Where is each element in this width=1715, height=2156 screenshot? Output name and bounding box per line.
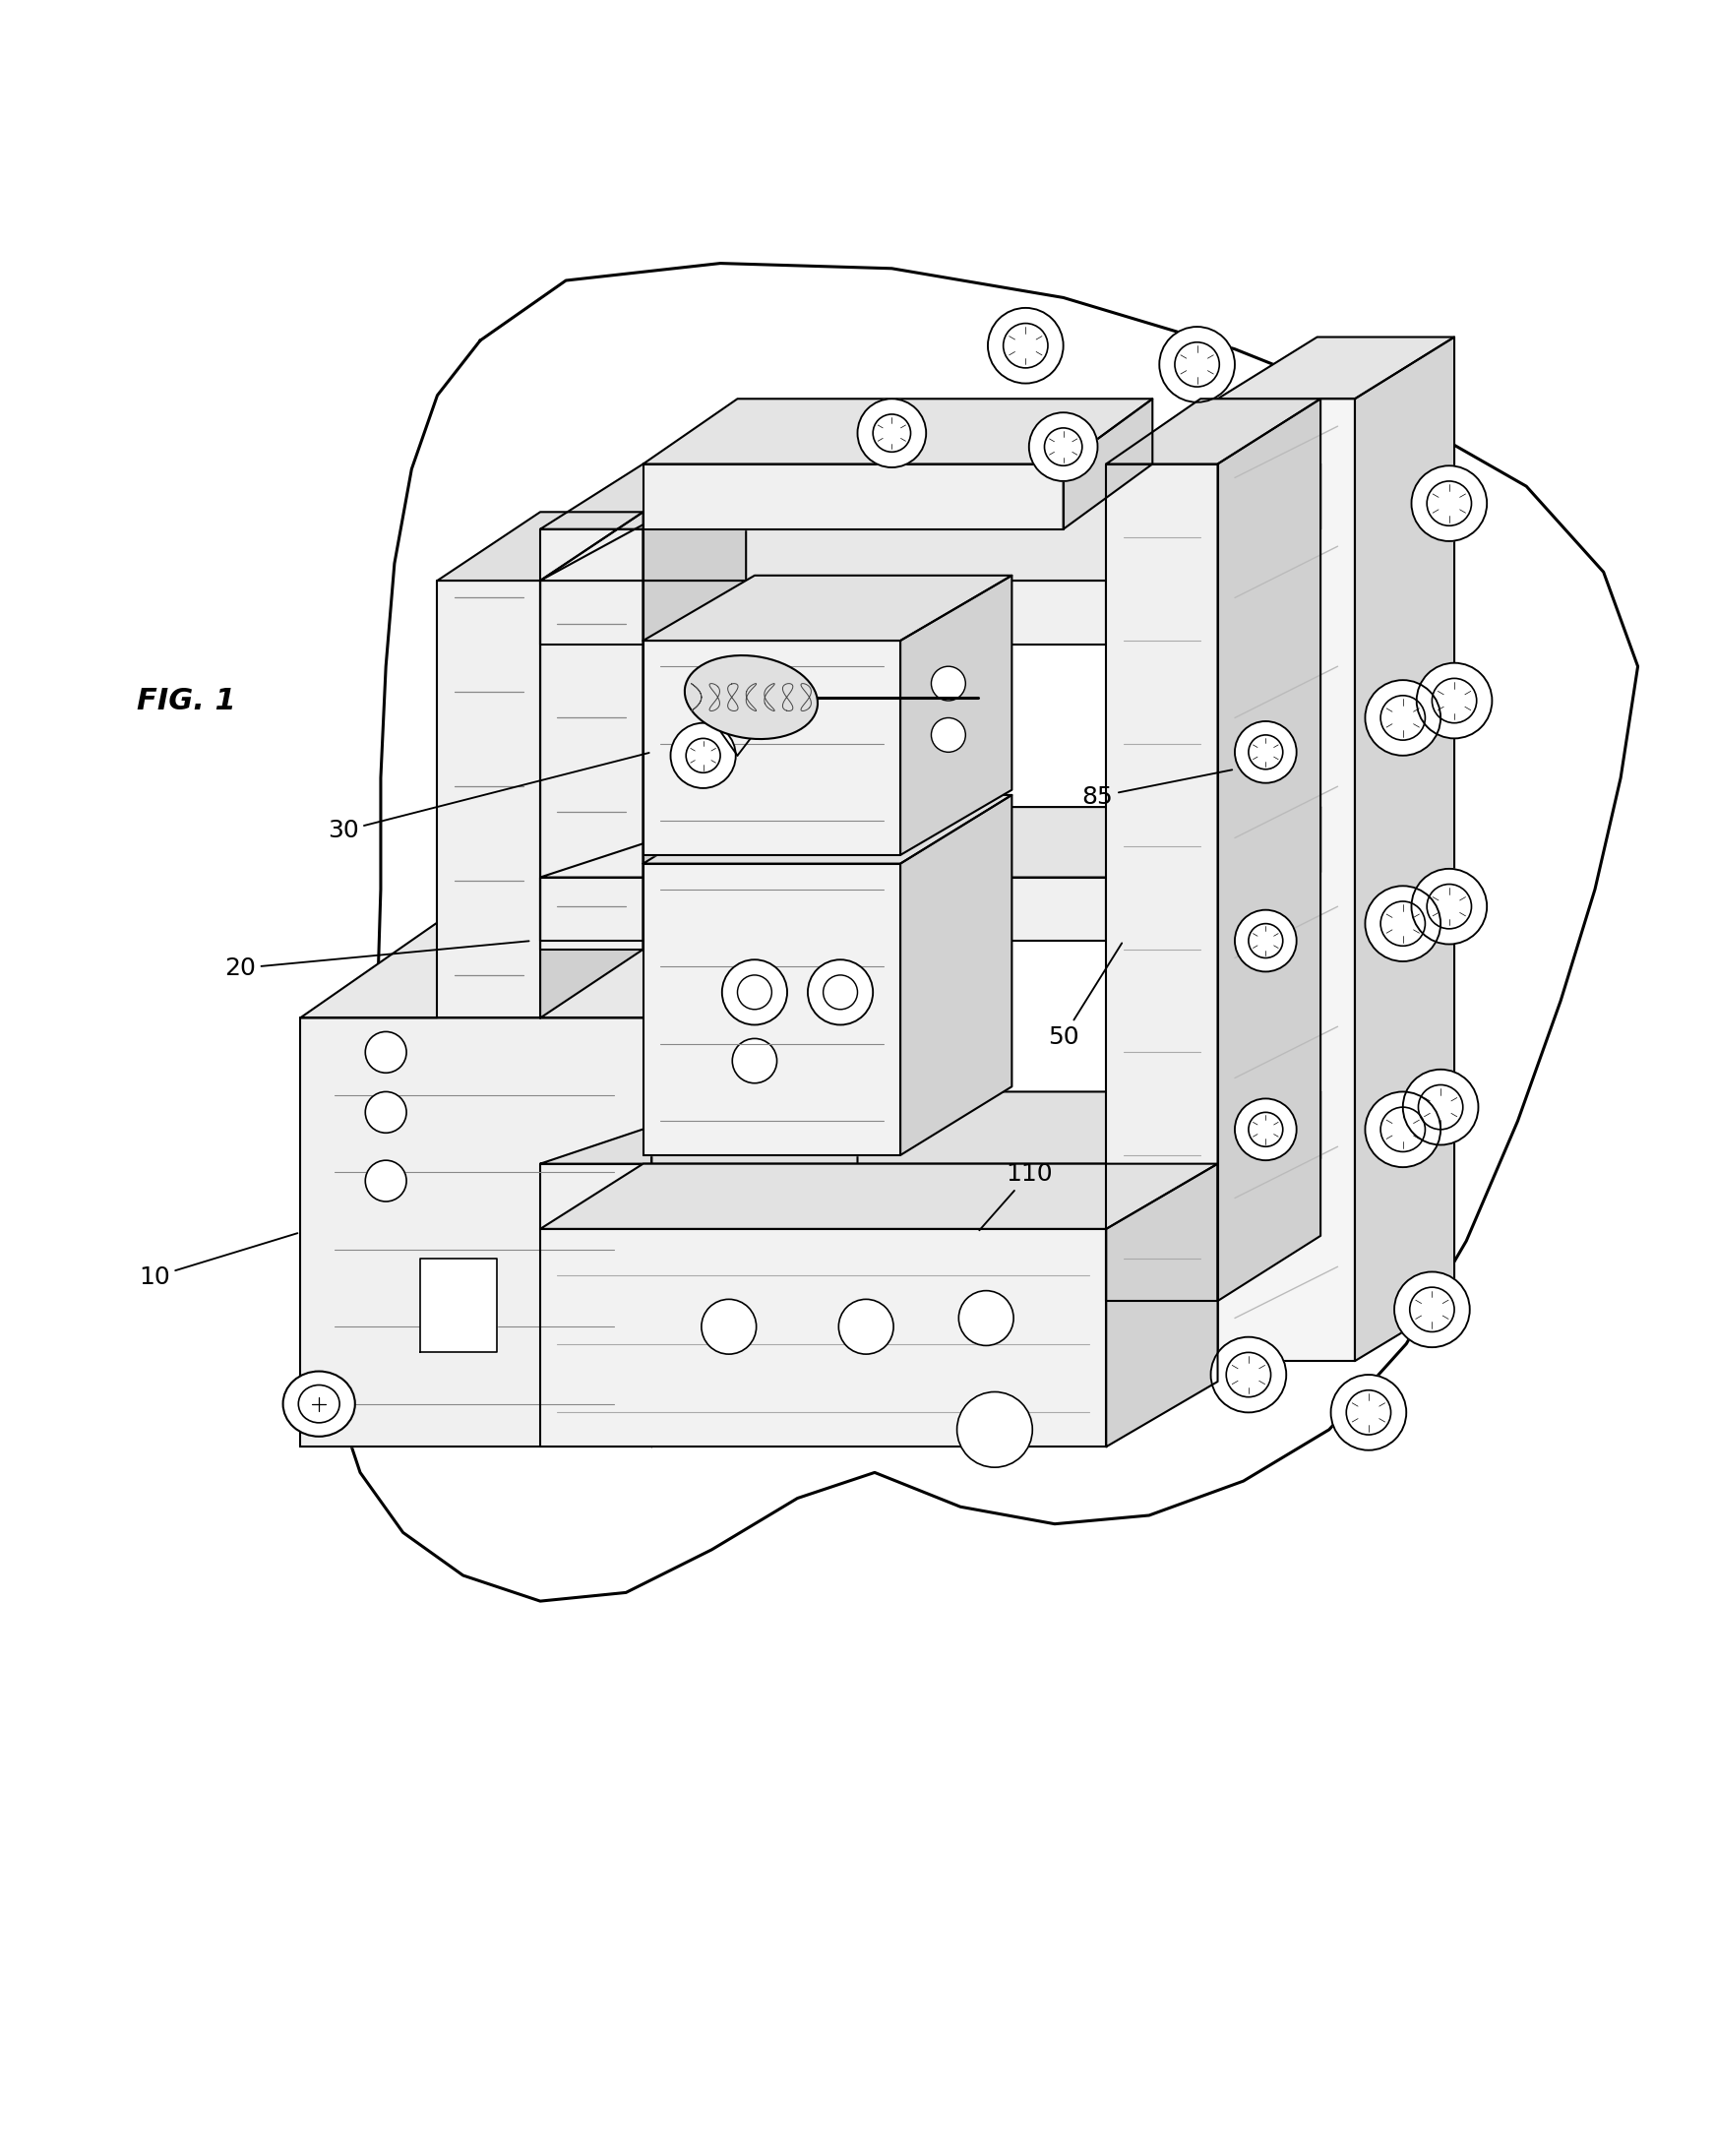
Circle shape xyxy=(1418,1084,1463,1130)
Circle shape xyxy=(1427,481,1471,526)
Circle shape xyxy=(1235,910,1297,972)
Circle shape xyxy=(1226,1352,1271,1397)
Polygon shape xyxy=(300,882,858,1018)
Circle shape xyxy=(1235,722,1297,783)
Polygon shape xyxy=(540,806,1321,877)
Circle shape xyxy=(1044,427,1082,466)
Circle shape xyxy=(722,959,787,1024)
Polygon shape xyxy=(643,464,1063,528)
Polygon shape xyxy=(643,640,900,856)
Circle shape xyxy=(1249,735,1283,770)
Circle shape xyxy=(858,399,926,468)
Circle shape xyxy=(1003,323,1048,369)
Polygon shape xyxy=(643,464,746,949)
Polygon shape xyxy=(540,1229,1106,1447)
Polygon shape xyxy=(540,877,1106,940)
Circle shape xyxy=(1365,1091,1441,1166)
Text: 30: 30 xyxy=(328,752,648,843)
Polygon shape xyxy=(643,399,1152,464)
Polygon shape xyxy=(643,576,1012,640)
Polygon shape xyxy=(540,464,1321,580)
Circle shape xyxy=(1365,679,1441,755)
Polygon shape xyxy=(1063,399,1152,528)
Polygon shape xyxy=(1106,464,1321,645)
Circle shape xyxy=(931,718,966,752)
Polygon shape xyxy=(1106,399,1321,464)
Polygon shape xyxy=(540,528,643,949)
Circle shape xyxy=(1381,1108,1425,1151)
Polygon shape xyxy=(1106,1164,1218,1447)
Circle shape xyxy=(1249,923,1283,957)
Polygon shape xyxy=(1218,399,1355,1360)
Circle shape xyxy=(1381,901,1425,946)
Circle shape xyxy=(1365,886,1441,962)
Circle shape xyxy=(931,666,966,701)
Circle shape xyxy=(1211,1337,1286,1412)
Circle shape xyxy=(732,962,777,1007)
Circle shape xyxy=(959,1291,1014,1345)
Circle shape xyxy=(671,722,736,789)
Polygon shape xyxy=(1218,399,1321,1300)
Text: 20: 20 xyxy=(225,940,528,981)
Polygon shape xyxy=(1106,1091,1321,1229)
Circle shape xyxy=(1381,696,1425,740)
Circle shape xyxy=(1394,1272,1470,1348)
Polygon shape xyxy=(1106,806,1321,940)
Text: 110: 110 xyxy=(979,1162,1053,1231)
Circle shape xyxy=(365,1160,406,1201)
Circle shape xyxy=(1175,343,1219,386)
Circle shape xyxy=(686,737,720,772)
Circle shape xyxy=(365,1091,406,1132)
Ellipse shape xyxy=(684,655,818,740)
Circle shape xyxy=(1235,1100,1297,1160)
Polygon shape xyxy=(540,580,1106,645)
Circle shape xyxy=(957,1393,1032,1468)
Polygon shape xyxy=(652,882,858,1447)
Circle shape xyxy=(1417,662,1492,737)
Polygon shape xyxy=(1355,336,1454,1360)
Circle shape xyxy=(1411,869,1487,944)
Circle shape xyxy=(365,1033,406,1074)
Circle shape xyxy=(1249,1112,1283,1147)
Polygon shape xyxy=(437,580,540,1018)
Circle shape xyxy=(839,1300,894,1354)
Polygon shape xyxy=(900,796,1012,1156)
Text: 50: 50 xyxy=(1048,942,1122,1048)
Polygon shape xyxy=(1218,336,1454,399)
Polygon shape xyxy=(540,1164,1106,1229)
Polygon shape xyxy=(900,576,1012,856)
Polygon shape xyxy=(643,796,1012,865)
Polygon shape xyxy=(643,865,900,1156)
Polygon shape xyxy=(540,464,746,528)
Polygon shape xyxy=(540,1164,1218,1229)
Circle shape xyxy=(1346,1391,1391,1434)
Text: FIG. 1: FIG. 1 xyxy=(137,686,237,716)
Circle shape xyxy=(1331,1376,1406,1451)
Circle shape xyxy=(1427,884,1471,929)
Circle shape xyxy=(701,1300,756,1354)
Circle shape xyxy=(1410,1287,1454,1332)
Circle shape xyxy=(1432,679,1477,722)
Polygon shape xyxy=(1106,464,1218,1300)
Ellipse shape xyxy=(283,1371,355,1436)
Polygon shape xyxy=(437,511,643,580)
Polygon shape xyxy=(420,1259,497,1352)
Circle shape xyxy=(1029,412,1098,481)
Polygon shape xyxy=(300,1018,652,1447)
Circle shape xyxy=(988,308,1063,384)
Circle shape xyxy=(873,414,911,453)
Circle shape xyxy=(1159,328,1235,403)
Polygon shape xyxy=(326,263,1638,1602)
Circle shape xyxy=(1403,1069,1478,1145)
Text: 85: 85 xyxy=(1082,770,1231,808)
Circle shape xyxy=(1411,466,1487,541)
Polygon shape xyxy=(540,1091,1321,1164)
Circle shape xyxy=(808,959,873,1024)
Text: 10: 10 xyxy=(139,1233,297,1289)
Circle shape xyxy=(732,1039,777,1082)
Ellipse shape xyxy=(298,1384,340,1423)
Polygon shape xyxy=(540,511,643,1018)
